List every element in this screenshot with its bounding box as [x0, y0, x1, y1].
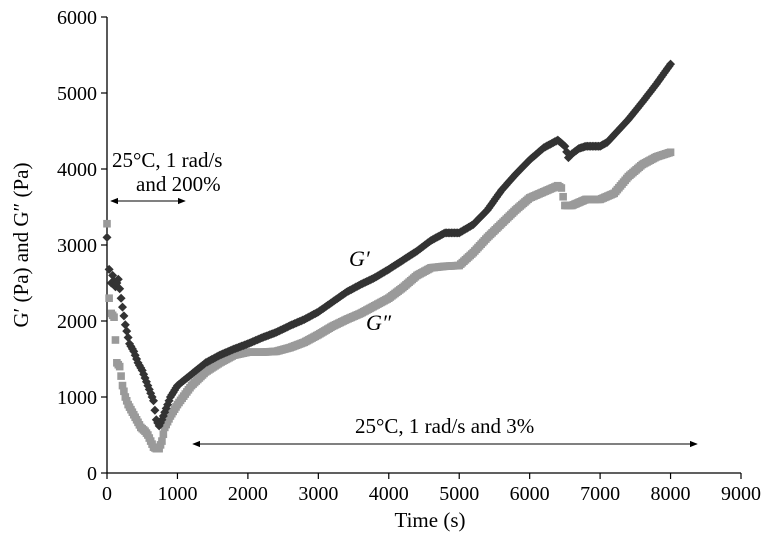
g-prime-point	[117, 302, 127, 312]
annotation-initial-line1: 25°C, 1 rad/s	[112, 148, 222, 172]
y-tick-label: 5000	[57, 83, 97, 105]
g-double-prime-point	[557, 184, 566, 192]
g-double-prime-point	[111, 336, 120, 344]
x-tick-label: 3000	[298, 483, 338, 505]
g-prime-point	[122, 326, 132, 336]
g-double-prime-point	[120, 387, 128, 396]
g-prime-point	[113, 274, 123, 284]
x-axis-title: Time (s)	[395, 508, 466, 532]
y-tick-label: 2000	[57, 311, 97, 333]
x-tick-label: 9000	[721, 483, 761, 505]
g-prime-point	[116, 293, 126, 303]
g-prime-label: G′	[349, 246, 371, 271]
y-tick-label: 1000	[57, 387, 97, 409]
g-double-prime-point	[110, 313, 118, 321]
g-prime-point	[119, 311, 129, 321]
g-prime-series	[102, 59, 676, 431]
g-double-prime-point	[105, 294, 113, 302]
y-tick-label: 0	[87, 463, 97, 485]
g-prime-point	[102, 232, 112, 242]
y-tick-label: 3000	[57, 235, 97, 257]
g-prime-point	[666, 59, 676, 69]
g-double-prime-point	[103, 219, 111, 228]
g-prime-point	[150, 405, 160, 415]
g-prime-point	[120, 320, 130, 330]
y-axis-ticks: 0 1000 2000 3000 4000 5000 6000	[57, 7, 107, 485]
y-axis-title: G′ (Pa) and G″ (Pa)	[9, 163, 33, 328]
x-tick-label: 5000	[439, 483, 479, 505]
g-prime-point	[123, 332, 133, 342]
g-double-prime-point	[117, 372, 125, 380]
g-double-prime-point	[666, 148, 675, 157]
x-tick-label: 0	[102, 483, 112, 505]
x-axis-ticks: 0 1000 2000 3000 4000 5000 6000 7000 8000 9000	[102, 473, 761, 505]
g-double-prime-point	[559, 192, 567, 201]
g-prime-point	[104, 264, 114, 274]
x-tick-label: 2000	[228, 483, 268, 505]
g-double-prime-point	[118, 381, 127, 390]
y-tick-label: 6000	[57, 7, 97, 29]
annotation-initial-line2: and 200%	[136, 172, 221, 196]
g-double-prime-point	[158, 437, 166, 445]
g-double-prime-point	[159, 430, 168, 439]
x-tick-label: 4000	[369, 483, 409, 505]
g-prime-point	[148, 396, 158, 406]
x-tick-label: 1000	[157, 483, 197, 505]
x-tick-label: 6000	[510, 483, 550, 505]
g-prime-point	[115, 284, 125, 294]
g-double-prime-point	[115, 362, 124, 371]
y-tick-label: 4000	[57, 159, 97, 181]
g-double-prime-label: G″	[366, 310, 392, 335]
x-tick-label: 8000	[651, 483, 691, 505]
annotation-main: 25°C, 1 rad/s and 3%	[355, 414, 534, 438]
x-tick-label: 7000	[580, 483, 620, 505]
g-double-prime-series	[103, 148, 675, 453]
